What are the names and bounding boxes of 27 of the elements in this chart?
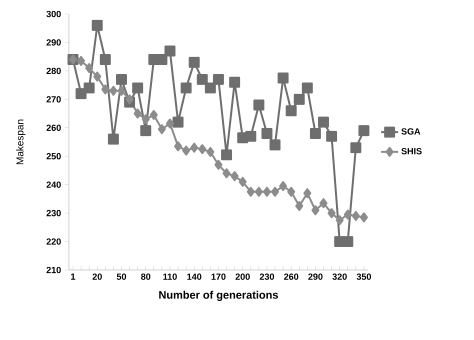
x-tick-label: 320 <box>332 274 347 280</box>
y-tick-label: 290 <box>46 39 61 46</box>
x-tick-label: 110 <box>163 274 177 280</box>
legend-label: SHIS <box>401 148 422 154</box>
x-tick-label: 290 <box>308 274 323 280</box>
x-tick-label: 230 <box>260 274 274 280</box>
y-tick-label: 280 <box>46 68 61 74</box>
y-tick-label: 210 <box>46 266 61 274</box>
x-tick-label: 350 <box>356 274 372 280</box>
x-tick-label: 200 <box>236 274 250 280</box>
x-tick-label: 50 <box>116 274 126 280</box>
y-tick-label: 250 <box>46 153 61 160</box>
x-tick-label: 140 <box>187 274 202 280</box>
x-tick-label: 170 <box>212 274 226 280</box>
y-axis-title: Makespan <box>16 120 26 164</box>
y-tick-label: 270 <box>46 96 61 103</box>
x-axis-title: Number of generations <box>159 290 278 301</box>
y-tick-label: 240 <box>46 181 61 188</box>
y-tick-label: 230 <box>46 210 61 216</box>
x-tick-label: 20 <box>92 274 102 280</box>
y-tick-label: 260 <box>46 124 61 131</box>
legend-label: SGA <box>401 128 420 135</box>
x-tick-label: 80 <box>141 274 150 280</box>
x-tick-label: 260 <box>284 274 298 280</box>
x-tick-label: 1 <box>71 274 76 280</box>
y-tick-label: 300 <box>46 10 61 18</box>
y-tick-label: 220 <box>46 238 61 245</box>
